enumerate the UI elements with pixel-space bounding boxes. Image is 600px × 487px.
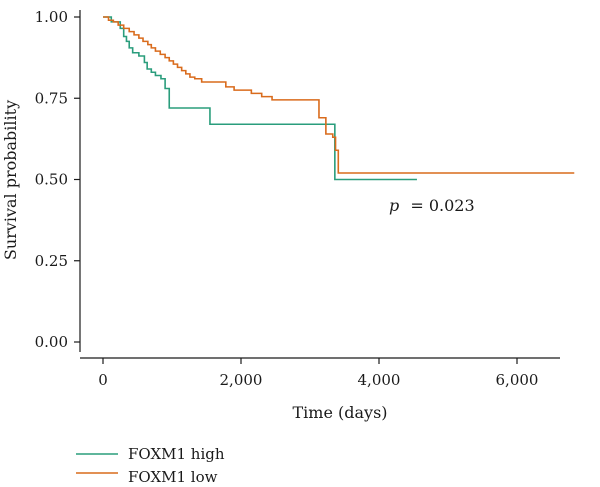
y-tick-label: 0.75 [35,89,68,107]
y-tick-label: 0.50 [35,171,68,189]
p-value-text: = 0.023 [410,196,474,215]
series-line-foxm1-high [103,16,417,181]
svg-text:p = 0.023: p = 0.023 [389,196,475,215]
x-tick-label: 2,000 [220,371,263,389]
p-value-symbol: p [389,196,399,215]
y-tick-label: 1.00 [35,8,68,26]
x-ticks: 0 2,000 4,000 6,000 [98,358,538,389]
legend: FOXM1 high FOXM1 low [76,445,225,486]
p-value-annotation: p = 0.023 [389,196,475,215]
y-tick-label: 0.25 [35,252,68,270]
x-tick-label: 4,000 [358,371,401,389]
y-axis-title: Survival probability [1,100,20,260]
series-layer [103,16,575,181]
y-tick-label: 0.00 [35,333,68,351]
x-tick-label: 6,000 [496,371,539,389]
series-line-foxm1-low [103,16,575,174]
y-ticks: 0.00 0.25 0.50 0.75 1.00 [35,8,80,351]
axes [79,10,560,359]
legend-label-low: FOXM1 low [128,468,218,486]
x-tick-label: 0 [98,371,108,389]
x-axis-title: Time (days) [292,403,387,422]
legend-label-high: FOXM1 high [128,445,225,463]
